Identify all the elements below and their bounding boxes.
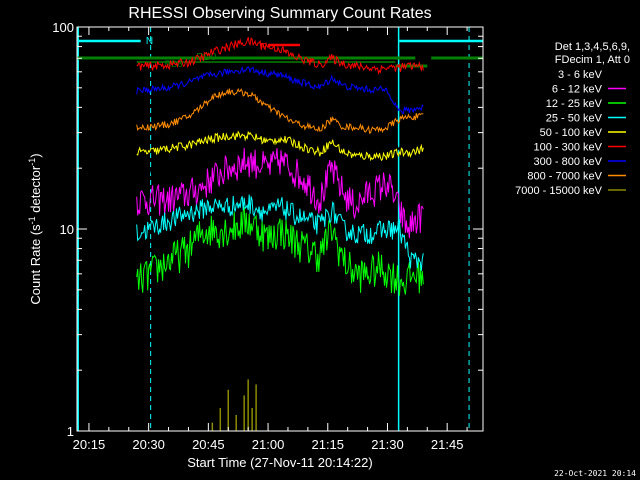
x-tick-label: 21:45 <box>431 437 464 452</box>
x-tick-label: 21:00 <box>252 437 285 452</box>
x-tick-label: 20:30 <box>132 437 165 452</box>
legend-entry: 7000 - 15000 keV <box>515 185 603 197</box>
footer-timestamp: 22-Oct-2021 20:14 <box>554 469 636 478</box>
x-tick-label: 21:15 <box>311 437 344 452</box>
annotation-rd0: RD0 <box>196 52 216 63</box>
x-tick-label: 21:30 <box>371 437 404 452</box>
series-line <box>136 87 424 134</box>
chart-title: RHESSI Observing Summary Count Rates <box>128 5 431 22</box>
legend-title: FDecim 1, Att 0 <box>555 54 630 66</box>
legend-entry: 100 - 300 keV <box>534 142 603 154</box>
y-axis-label-exp2: -1 <box>27 158 37 166</box>
series-line <box>136 207 424 296</box>
x-axis-label: Start Time (27-Nov-11 20:14:22) <box>187 455 372 470</box>
annotation-flare: F <box>260 42 266 53</box>
legend-entry: 25 - 50 keV <box>546 113 603 125</box>
series-line <box>136 65 424 115</box>
series-line <box>136 130 424 162</box>
x-tick-label: 20:15 <box>73 437 106 452</box>
series-line <box>136 194 424 271</box>
y-axis-label: Count Rate (s-1 detector-1) <box>27 153 43 304</box>
legend-entry: 50 - 100 keV <box>540 127 603 139</box>
y-axis-label-part1: Count Rate (s <box>28 224 43 305</box>
x-tick-label: 20:45 <box>192 437 225 452</box>
y-axis-label-exp1: -1 <box>27 216 37 224</box>
series-line <box>136 147 424 239</box>
legend-entry: 800 - 7000 keV <box>527 171 602 183</box>
y-tick-label: 100 <box>52 20 74 35</box>
annotation-night: N <box>146 36 153 47</box>
legend-entry: 300 - 800 keV <box>534 156 603 168</box>
y-axis-label-part3: ) <box>28 153 43 157</box>
y-axis-label-part2: detector <box>28 165 43 216</box>
legend-entry: 3 - 6 keV <box>558 69 603 81</box>
legend-title: Det 1,3,4,5,6,9, <box>555 41 630 53</box>
series-line <box>136 37 424 76</box>
legend-entry: 6 - 12 keV <box>552 84 603 96</box>
legend-entry: 12 - 25 keV <box>546 98 603 110</box>
series-line <box>136 84 424 196</box>
y-tick-label: 1 <box>67 424 74 439</box>
annotation-rd6: RD6 <box>165 59 183 69</box>
y-tick-label: 10 <box>60 222 74 237</box>
